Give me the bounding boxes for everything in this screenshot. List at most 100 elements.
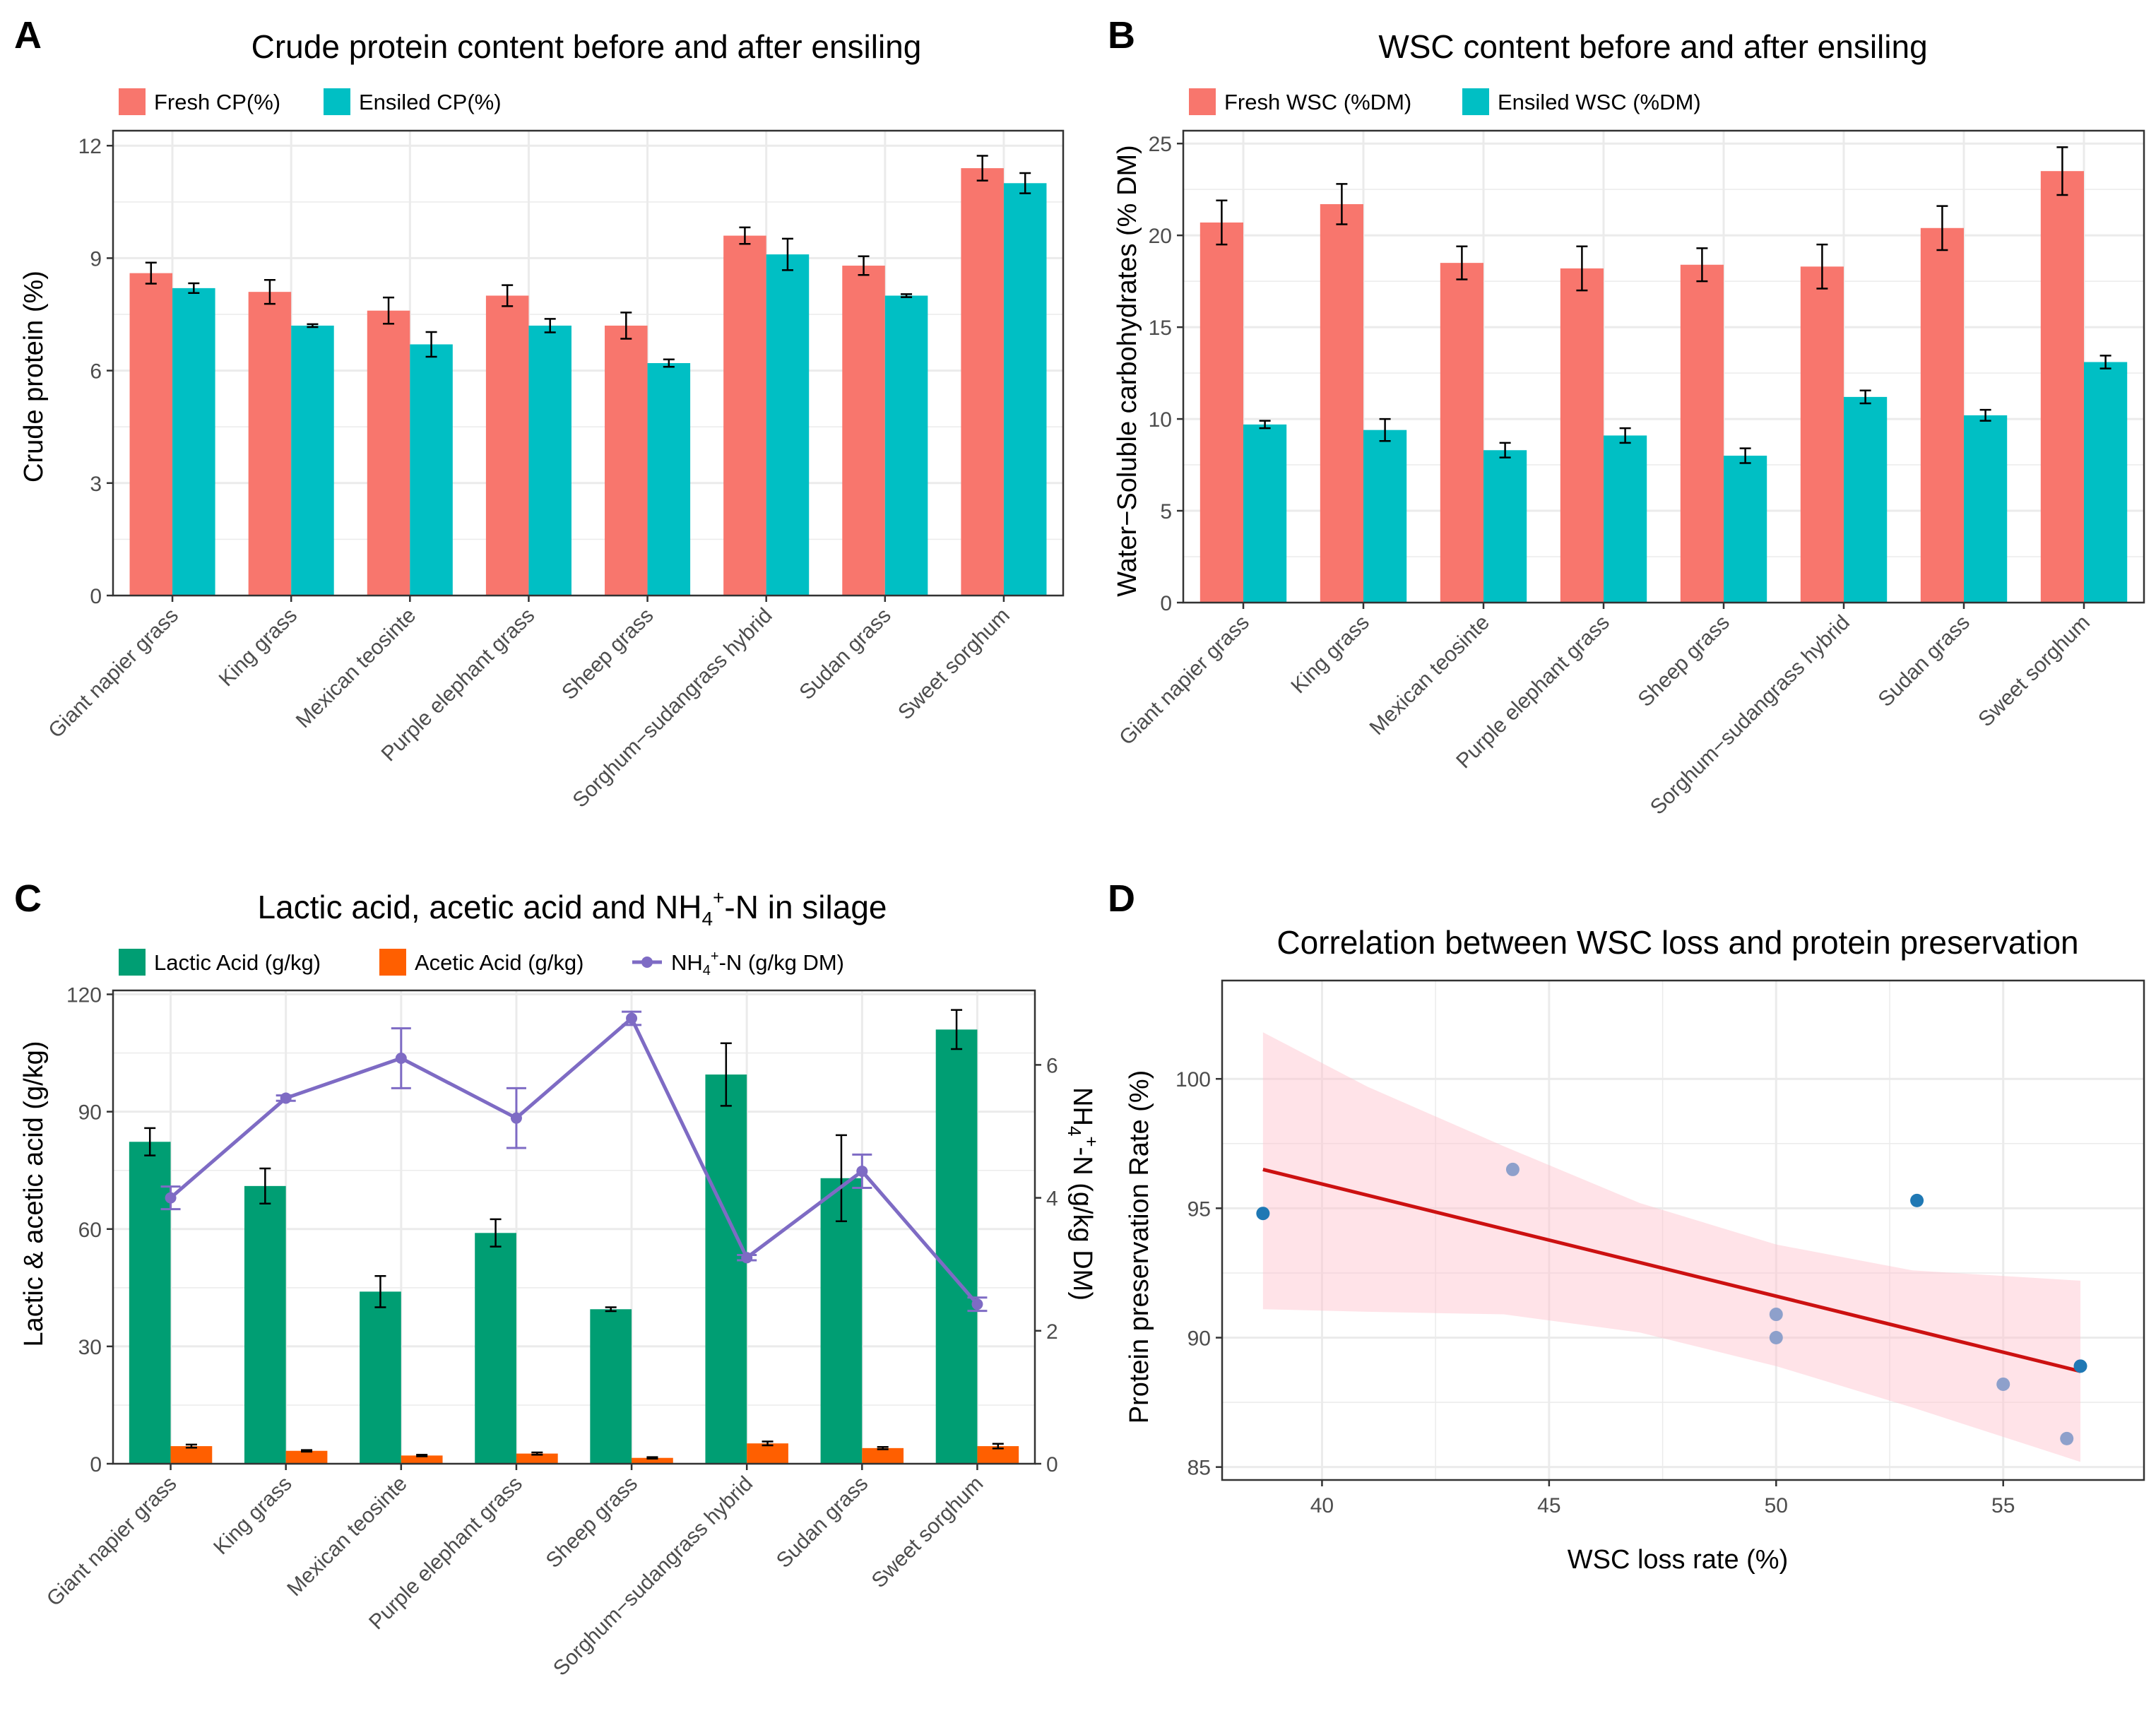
y-tick-label: 0	[90, 1453, 102, 1476]
y-tick-label: 15	[1149, 316, 1172, 340]
panel-d: D Correlation between WSC loss and prote…	[1108, 877, 2145, 1575]
bar	[1800, 266, 1844, 603]
data-point	[510, 1112, 522, 1124]
x-tick-label: King grass	[1286, 611, 1374, 699]
legend-label: Acetic Acid (g/kg)	[415, 950, 584, 975]
y-tick-label: 10	[1149, 408, 1172, 432]
y-axis-title: Lactic & acetic acid (g/kg)	[19, 1041, 49, 1347]
legend-swatch-fresh-wsc	[1189, 88, 1216, 115]
x-tick-label: King grass	[209, 1472, 297, 1560]
x-tick-label: Sorghum−sudangrass hybrid	[568, 604, 776, 812]
bar	[632, 1457, 673, 1464]
bar	[862, 1447, 904, 1464]
x-tick-label: Giant napier grass	[42, 1472, 182, 1611]
panel-b: B WSC content before and after ensiling …	[1108, 14, 2145, 819]
y-tick-label: 95	[1187, 1197, 1211, 1221]
bar	[1724, 456, 1767, 603]
legend-part: -N (g/kg DM)	[719, 950, 844, 975]
bar	[1320, 203, 1363, 603]
bar	[475, 1233, 516, 1464]
title-tail: -N in silage	[724, 889, 887, 925]
data-point	[741, 1252, 753, 1264]
y-tick-label: 0	[1160, 592, 1172, 615]
bar	[1604, 435, 1647, 603]
legend-label: Ensiled WSC (%DM)	[1498, 90, 1701, 114]
axis-title-part: NH	[1067, 1087, 1097, 1126]
y-tick-label: 30	[78, 1336, 102, 1359]
x-axis-title: WSC loss rate (%)	[1568, 1545, 1788, 1575]
x-tick-label: 45	[1537, 1494, 1560, 1517]
data-point	[1996, 1377, 2010, 1391]
x-tick-label: 55	[1991, 1494, 2015, 1517]
x-tick-label: Giant napier grass	[44, 604, 183, 743]
bar	[516, 1453, 558, 1464]
y-tick-label: 20	[1149, 225, 1172, 248]
x-tick-label: Sweet sorghum	[894, 604, 1014, 725]
bar	[605, 325, 648, 596]
bar	[647, 363, 691, 596]
bar	[129, 1142, 171, 1464]
bar	[1243, 424, 1287, 603]
y-tick-label: 90	[78, 1101, 102, 1125]
panel-letter: C	[14, 877, 42, 920]
y2-tick-label: 6	[1046, 1054, 1058, 1077]
bar	[723, 235, 766, 596]
y-tick-label: 85	[1187, 1457, 1211, 1480]
legend-swatch-fresh-cp	[119, 88, 146, 115]
y-axis-title: Crude protein (%)	[19, 271, 49, 482]
bar	[1560, 268, 1604, 603]
y-tick-label: 0	[90, 585, 102, 608]
legend-label: Lactic Acid (g/kg)	[154, 950, 321, 975]
bar	[747, 1443, 788, 1464]
x-tick-label: Sudan grass	[795, 604, 895, 704]
x-tick-label: Sheep grass	[557, 604, 658, 704]
bar	[1920, 227, 1964, 603]
regression-line	[1262, 1167, 2081, 1373]
legend-swatch-ensiled-wsc	[1462, 88, 1489, 115]
bar	[884, 295, 928, 596]
y2-tick-label: 2	[1046, 1320, 1058, 1344]
x-tick-label: Mexican teosinte	[292, 604, 421, 733]
panel-c: C Lactic acid, acetic acid and NH4+-N in…	[14, 877, 1102, 1681]
plot-area: 0 3 6 9 12 Giant napier grass King grassMexica…	[44, 129, 1065, 812]
x-tick-label: Mexican teosinte	[283, 1472, 412, 1601]
data-point	[165, 1192, 177, 1204]
axis-title-superscript: +	[1081, 1136, 1102, 1147]
chart-title: Crude protein content before and after e…	[251, 28, 922, 65]
y-axis-title: Protein preservation Rate (%)	[1125, 1070, 1154, 1424]
x-tick-label: 50	[1765, 1494, 1788, 1517]
x-tick-label: Sorghum−sudangrass hybrid	[549, 1472, 757, 1681]
legend-point-nh4	[641, 957, 653, 968]
bar	[401, 1455, 443, 1464]
y2-tick-label: 4	[1046, 1188, 1058, 1211]
y-tick-label: 100	[1175, 1068, 1211, 1091]
y-tick-label: 6	[90, 360, 102, 384]
bar	[410, 344, 453, 596]
title-superscript: +	[713, 887, 724, 908]
bar	[2040, 171, 2084, 603]
plot-border	[112, 989, 1036, 1465]
legend-label: NH4+-N (g/kg DM)	[671, 949, 844, 978]
bar	[1200, 222, 1243, 603]
legend-swatch-acetic	[379, 949, 406, 976]
plot-area: 0 5 10 15 20 25 Giant napier grass King grassMe…	[1115, 129, 2145, 819]
x-tick-label: Giant napier grass	[1115, 611, 1254, 750]
chart-title: Lactic acid, acetic acid and NH4+-N in s…	[257, 887, 887, 930]
x-tick-label: Sudan grass	[1874, 611, 1974, 711]
y-tick-label: 12	[78, 135, 102, 158]
y-tick-label: 3	[90, 473, 102, 496]
data-point	[1505, 1162, 1520, 1176]
legend: Fresh CP(%) Ensiled CP(%)	[119, 88, 502, 115]
bar	[1483, 450, 1527, 603]
x-tick-label: Sudan grass	[772, 1472, 872, 1573]
legend: Lactic Acid (g/kg) Acetic Acid (g/kg) NH…	[119, 949, 844, 978]
data-point	[2073, 1359, 2087, 1373]
x-tick-label: Sweet sorghum	[1974, 611, 2095, 732]
legend-subscript: 4	[703, 963, 711, 978]
bar	[248, 292, 292, 596]
x-tick-label: 40	[1310, 1494, 1334, 1517]
y-tick-label: 90	[1187, 1327, 1211, 1351]
data-point	[1769, 1308, 1783, 1322]
legend-label: Ensiled CP(%)	[359, 90, 502, 114]
